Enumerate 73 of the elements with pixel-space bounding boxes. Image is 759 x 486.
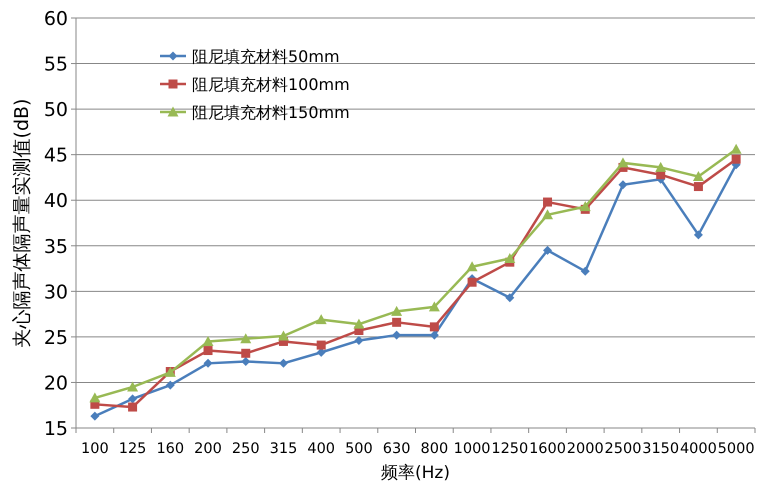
point [428,301,440,312]
y-tick-label: 45 [44,144,68,167]
point [392,318,402,327]
y-tick-label: 55 [44,54,68,76]
x-tick-label: 160 [156,441,184,457]
point [89,392,100,402]
point [543,198,552,207]
point [542,209,554,220]
point [127,382,138,392]
point [692,171,704,182]
y-tick-label: 60 [44,8,68,30]
point [166,380,175,390]
point [204,346,213,356]
point [316,314,327,324]
x-tick-label: 2500 [604,441,642,457]
point [730,144,742,154]
point [580,201,591,212]
y-axis-title: 夹心隔声体隔声量实测值(dB) [11,98,33,348]
point [580,266,590,276]
x-tick-label: 5000 [718,441,755,457]
x-tick-label: 125 [118,441,146,457]
legend-label: 阻尼填充材料150mm [192,103,350,122]
x-tick-label: 1600 [529,441,566,457]
x-tick-label: 3150 [642,441,680,457]
point [202,336,214,346]
y-tick-label: 50 [44,99,68,122]
x-tick-label: 315 [270,441,298,457]
point [430,322,439,332]
point [430,330,439,340]
y-tick-label: 25 [44,326,68,349]
point [466,261,478,272]
point [241,348,250,358]
point [543,246,552,255]
x-tick-label: 1000 [454,441,491,457]
x-tick-label: 100 [81,441,109,457]
point [694,230,703,240]
point [505,293,514,302]
point [128,394,138,404]
point [278,330,289,340]
point [204,358,213,368]
y-tick-label: 20 [44,372,68,394]
x-tick-label: 800 [420,441,448,457]
x-tick-label: 2000 [566,441,604,457]
point [90,412,100,421]
point [241,356,250,366]
legend-label: 阻尼填充材料100mm [192,75,350,94]
x-tick-label: 250 [232,441,260,457]
point [316,340,326,350]
point [353,318,364,329]
point [391,306,402,316]
point [655,162,666,172]
point [240,333,252,344]
y-tick-label: 30 [44,281,68,304]
legend-label: 阻尼填充材料50mm [192,47,340,66]
x-tick-label: 4000 [680,441,717,457]
x-tick-label: 200 [194,441,222,457]
point [128,402,138,412]
x-tick-label: 500 [345,441,373,457]
point [617,157,628,168]
point [618,180,628,190]
y-tick-label: 35 [44,236,68,258]
point [504,253,516,264]
y-tick-label: 15 [44,418,68,440]
point [694,182,703,192]
x-axis-title: 频率(Hz) [381,463,450,483]
x-tick-label: 630 [382,441,410,457]
x-tick-label: 400 [307,441,336,457]
point [732,154,741,164]
point [354,336,364,346]
point [278,358,288,368]
x-tick-label: 1250 [491,441,528,457]
y-tick-label: 40 [44,190,68,212]
point [468,278,477,287]
